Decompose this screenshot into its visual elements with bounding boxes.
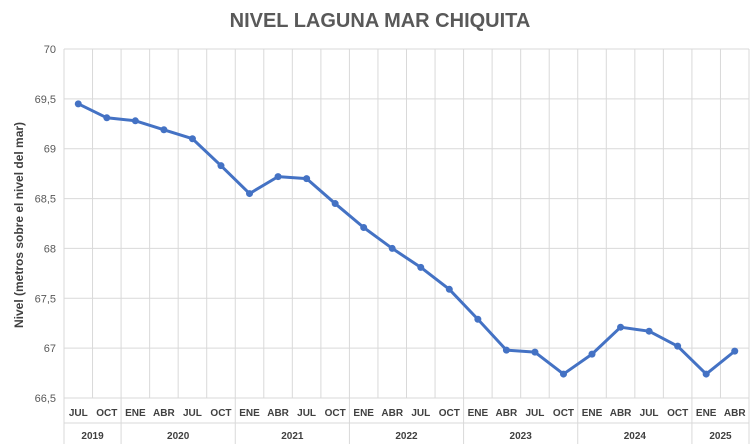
data-point [445, 285, 453, 293]
y-tick-label: 69 [44, 144, 56, 156]
series-nivel [74, 100, 739, 378]
data-point [217, 162, 225, 170]
data-point [474, 315, 482, 323]
x-tick-label: ENE [239, 408, 260, 419]
data-point [160, 126, 168, 134]
data-point [331, 200, 339, 208]
data-point [617, 323, 625, 331]
y-tick-label: 69,5 [35, 94, 56, 106]
data-point [645, 327, 653, 335]
x-tick-label: OCT [210, 408, 231, 419]
x-tick-label: ABR [381, 408, 403, 419]
x-tick-label: JUL [183, 408, 202, 419]
year-label: 2019 [81, 431, 104, 442]
x-tick-label: OCT [667, 408, 688, 419]
chart-title: NIVEL LAGUNA MAR CHIQUITA [230, 10, 531, 32]
year-label: 2021 [281, 431, 304, 442]
year-label: 2020 [167, 431, 190, 442]
year-label: 2022 [395, 431, 418, 442]
x-tick-label: ENE [582, 408, 603, 419]
data-point [246, 190, 254, 198]
x-axis: JUL OCT ENE ABR JUL OCT ENE ABR JUL OCT ENE ABR JUL O… [63, 398, 750, 444]
data-point [188, 135, 196, 143]
year-label: 2024 [624, 431, 647, 442]
x-tick-label: OCT [325, 408, 346, 419]
data-point [502, 346, 510, 354]
data-point [103, 114, 111, 122]
year-label: 2025 [709, 431, 732, 442]
data-point [360, 223, 368, 231]
x-tick-label: ENE [468, 408, 489, 419]
x-tick-label: OCT [553, 408, 574, 419]
x-tick-label: JUL [297, 408, 316, 419]
x-tick-label: JUL [640, 408, 659, 419]
y-tick-label: 67,5 [35, 293, 56, 305]
x-tick-label: ENE [353, 408, 374, 419]
data-point [588, 350, 596, 358]
gridlines [63, 48, 750, 399]
data-point [674, 342, 682, 350]
y-tick-label: 68 [44, 243, 56, 255]
x-tick-label: ABR [610, 408, 632, 419]
y-axis-ticks: 66,5 67 67,5 68 68,5 69 69,5 70 [35, 44, 56, 405]
data-point [388, 244, 396, 252]
y-tick-label: 70 [44, 44, 56, 56]
x-tick-label: OCT [96, 408, 117, 419]
y-tick-label: 66,5 [35, 393, 56, 405]
data-point [303, 175, 311, 183]
x-tick-label: ABR [724, 408, 746, 419]
x-tick-label: ABR [496, 408, 518, 419]
data-point [131, 117, 139, 125]
y-tick-label: 67 [44, 343, 56, 355]
x-tick-label: JUL [411, 408, 430, 419]
x-tick-label: JUL [69, 408, 88, 419]
x-tick-label: JUL [525, 408, 544, 419]
year-label: 2023 [510, 431, 533, 442]
x-tick-label: ABR [267, 408, 289, 419]
data-point [702, 370, 710, 378]
x-tick-label: ENE [696, 408, 717, 419]
x-tick-label: ENE [125, 408, 146, 419]
data-point [274, 173, 282, 181]
x-tick-label: OCT [439, 408, 460, 419]
data-point [417, 263, 425, 271]
data-point [559, 370, 567, 378]
x-tick-label: ABR [153, 408, 175, 419]
y-axis-label: Nivel (metros sobre el nivel del mar) [12, 122, 26, 328]
data-point [74, 100, 82, 108]
data-point [531, 348, 539, 356]
y-tick-label: 68,5 [35, 194, 56, 206]
data-point [731, 347, 739, 355]
series-line [77, 102, 736, 376]
